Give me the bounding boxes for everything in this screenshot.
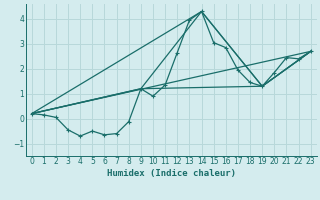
X-axis label: Humidex (Indice chaleur): Humidex (Indice chaleur): [107, 169, 236, 178]
